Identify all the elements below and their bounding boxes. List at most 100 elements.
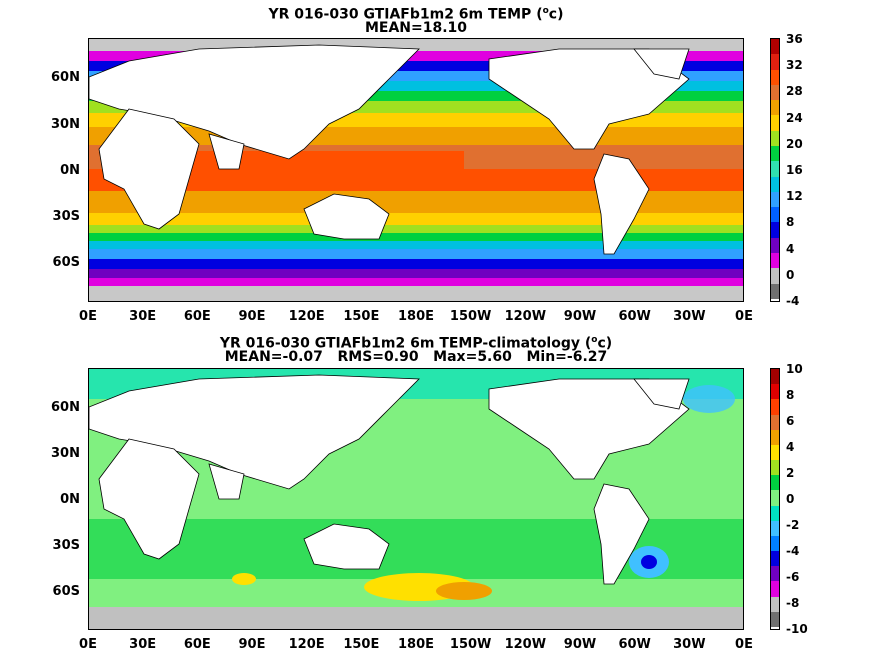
map1-lon-label: 120W: [504, 309, 547, 324]
map2-colorbar-tick: -2: [786, 518, 800, 532]
map1-lon-label: 90W: [563, 309, 597, 324]
map1-colorbar-tick: 4: [786, 241, 795, 256]
map1-title: YR 016-030 GTIAFb1m2 6m TEMP (oc): [88, 3, 744, 23]
map1-colorbar-segment: [771, 130, 779, 146]
map2-colorbar-segment: [771, 369, 779, 385]
map1-colorbar-segment: [771, 191, 779, 208]
map2-subtitle: MEAN=-0.07 RMS=0.90 Max=5.60 Min=-6.27: [224, 349, 608, 365]
map1-colorbar-tick: 0: [786, 267, 795, 282]
map2-title-sup: o: [591, 335, 598, 345]
map2-lon-label: 60E: [183, 637, 211, 652]
map1-colorbar-segment: [771, 237, 779, 253]
map1-lon-label: 120E: [288, 309, 325, 324]
map1-colorbar-segment: [771, 84, 779, 101]
map2-lon-label: 180E: [397, 637, 435, 652]
map1-lat-label-30s: 30S: [52, 209, 80, 224]
map2-colorbar-segment: [771, 429, 779, 445]
map1-lon-label: 0E: [735, 309, 753, 324]
temperature-anomaly-map: [88, 368, 744, 630]
map2-colorbar-segment: [771, 444, 779, 461]
sst-band-arctic: [89, 51, 743, 61]
map2-lon-label: 150E: [343, 637, 380, 652]
map1-colorbar-segment: [771, 39, 779, 55]
map1-colorbar-segment: [771, 161, 779, 177]
map2-colorbar-segment: [771, 611, 779, 627]
map2-colorbar: [770, 368, 780, 630]
antarctic-ice: [89, 286, 743, 301]
anomaly-map-svg: [89, 369, 743, 629]
sst-band-s47: [89, 249, 743, 259]
map2-lon-label: 150W: [449, 637, 492, 652]
map1-colorbar-segment: [771, 145, 779, 162]
map2-colorbar-segment: [771, 490, 779, 506]
map1-colorbar-tick: 36: [786, 32, 803, 46]
map2-colorbar-tick: -8: [786, 596, 800, 610]
map1-colorbar-tick: 32: [786, 58, 803, 73]
map1-title-text: YR 016-030 GTIAFb1m2 6m TEMP (: [268, 6, 543, 23]
warm-anomaly-indian: [232, 573, 256, 585]
temperature-map-svg: [89, 39, 743, 301]
australia: [303, 193, 390, 240]
sst-band-s42: [89, 241, 743, 249]
map2-lon-label: 90W: [563, 637, 597, 652]
map1-colorbar-tick: 20: [786, 136, 803, 151]
map1-colorbar-segment: [771, 207, 779, 223]
map1-colorbar-segment: [771, 115, 779, 131]
map1-lon-label: 180E: [397, 309, 435, 324]
africa: [98, 108, 200, 230]
map1-colorbar-tick: 24: [786, 110, 803, 125]
map1-lon-label: 150E: [343, 309, 380, 324]
sst-band-subarctic: [89, 61, 743, 71]
map1-colorbar-segment: [771, 54, 779, 70]
map1-colorbar-tick: 28: [786, 84, 803, 99]
sst-band-s38: [89, 233, 743, 241]
map2-colorbar-segment: [771, 551, 779, 567]
warm-anomaly-core: [436, 582, 492, 600]
map1-colorbar-segment: [771, 69, 779, 85]
map2-title-unit: c): [597, 335, 613, 352]
map1-lon-label: 60W: [618, 309, 651, 324]
map1-colorbar: [770, 38, 780, 302]
map2-lat-label-30s: 30S: [52, 538, 80, 553]
sst-band-s60: [89, 269, 743, 278]
map2-colorbar-tick: 0: [786, 492, 795, 506]
map1-title-sup: o: [542, 6, 549, 16]
map2-colorbar-segment: [771, 384, 779, 400]
greenland: [633, 48, 690, 80]
sst-band-s32: [89, 225, 743, 233]
map2-colorbar-segment: [771, 460, 779, 476]
map1-colorbar-tick: 8: [786, 215, 795, 230]
india: [208, 133, 245, 170]
map2-lon-label: 90E: [238, 637, 266, 652]
map2-lon-label: 30E: [129, 637, 157, 652]
cold-anomaly-north-atlantic: [683, 385, 735, 413]
greenland: [633, 378, 690, 410]
map2-colorbar-segment: [771, 566, 779, 582]
cold-anomaly-core: [641, 555, 657, 569]
map1-lat-label-60n: 60N: [51, 70, 80, 85]
map1-colorbar-tick: 16: [786, 163, 803, 177]
sst-band-s15: [89, 191, 743, 213]
africa: [98, 438, 200, 560]
australia: [303, 523, 390, 570]
map2-lat-label-30n: 30N: [51, 446, 80, 461]
map2-colorbar-segment: [771, 581, 779, 597]
map2-colorbar-segment: [771, 520, 779, 536]
map2-colorbar-segment: [771, 414, 779, 430]
map2-colorbar-tick: 6: [786, 414, 795, 428]
map1-lat-label-30n: 30N: [51, 117, 80, 132]
map1-lon-label: 60E: [183, 309, 211, 324]
map2-colorbar-tick: -4: [786, 544, 800, 558]
map1-colorbar-segment: [771, 100, 779, 116]
map2-lon-label: 0E: [79, 637, 97, 652]
map2-colorbar-tick: 8: [786, 388, 795, 402]
map1-lon-label: 30E: [129, 309, 157, 324]
map2-title: YR 016-030 GTIAFb1m2 6m TEMP-climatology…: [88, 332, 744, 352]
map1-lon-label: 0E: [79, 309, 97, 324]
map1-lon-label: 30W: [673, 309, 706, 324]
map1-title-unit: c): [548, 6, 564, 23]
map2-colorbar-segment: [771, 505, 779, 521]
india: [208, 463, 245, 500]
map2-lon-label: 120W: [504, 637, 547, 652]
map2-lat-label-60n: 60N: [51, 400, 80, 415]
